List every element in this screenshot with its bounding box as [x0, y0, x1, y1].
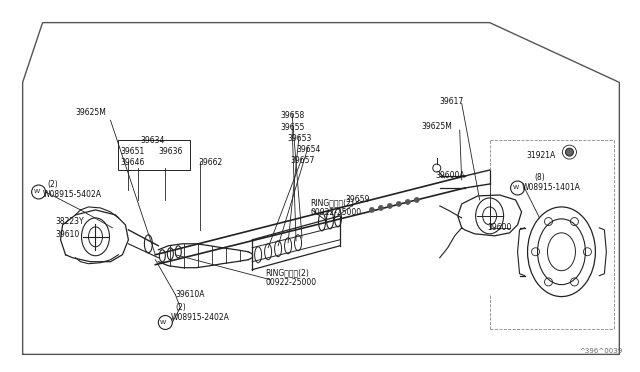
Text: 39600A: 39600A	[436, 170, 465, 180]
Text: 39659: 39659	[345, 195, 369, 205]
Text: 39634: 39634	[140, 136, 164, 145]
Circle shape	[566, 148, 573, 156]
Circle shape	[396, 202, 401, 206]
Text: 39658: 39658	[280, 111, 305, 120]
Text: RINGリング(2): RINGリング(2)	[310, 198, 354, 208]
Text: 39625M: 39625M	[76, 108, 106, 117]
Circle shape	[369, 208, 374, 212]
Circle shape	[414, 198, 419, 202]
Text: ^396^0039: ^396^0039	[579, 349, 623, 355]
Text: W08915-5402A: W08915-5402A	[43, 190, 102, 199]
Text: 39662: 39662	[198, 158, 223, 167]
Text: (2): (2)	[175, 303, 186, 312]
Circle shape	[405, 199, 410, 205]
Text: (2): (2)	[47, 180, 58, 189]
Circle shape	[378, 205, 383, 211]
Bar	[118, 140, 190, 170]
Text: 00922-25000: 00922-25000	[310, 208, 361, 217]
Text: W08915-2402A: W08915-2402A	[170, 313, 229, 322]
Text: 31921A: 31921A	[527, 151, 556, 160]
Text: 38223Y: 38223Y	[56, 217, 84, 227]
Text: 39610A: 39610A	[175, 290, 205, 299]
Text: 39636: 39636	[158, 147, 183, 155]
Text: 39625M: 39625M	[422, 122, 452, 131]
Text: W: W	[160, 320, 166, 325]
Ellipse shape	[527, 207, 595, 296]
Circle shape	[387, 203, 392, 208]
Text: 39654: 39654	[296, 145, 321, 154]
Text: W: W	[513, 186, 518, 190]
Text: 39651: 39651	[120, 147, 145, 155]
Text: 39657: 39657	[290, 155, 314, 164]
Text: 39655: 39655	[280, 123, 305, 132]
Text: 39600: 39600	[488, 223, 512, 232]
Text: W: W	[33, 189, 40, 195]
Text: 39617: 39617	[440, 97, 464, 106]
Text: 00922-25000: 00922-25000	[265, 278, 316, 287]
Text: 39646: 39646	[120, 158, 145, 167]
Text: 39653: 39653	[287, 134, 312, 143]
Text: W08915-1401A: W08915-1401A	[522, 183, 580, 192]
Text: (8): (8)	[534, 173, 545, 182]
Text: 39610: 39610	[56, 230, 80, 239]
Text: RINGリング(2): RINGリング(2)	[265, 268, 309, 277]
